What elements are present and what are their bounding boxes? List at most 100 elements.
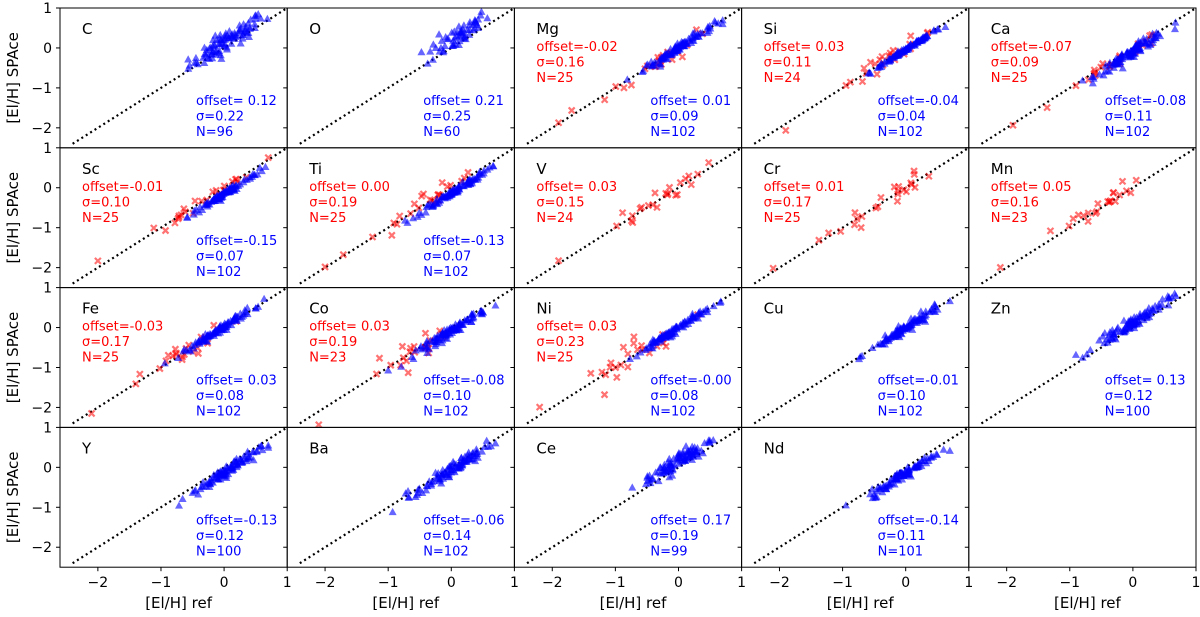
blue-triangle-point: [437, 479, 446, 487]
blue-triangle-point: [205, 44, 214, 52]
one-to-one-line: [72, 287, 288, 425]
x-axis-title: [El/H] ref: [145, 594, 213, 612]
blue-triangle-point: [452, 28, 461, 36]
panel-ca: Ca offset=-0.07σ=0.09N=25 offset=-0.08σ=0.…: [964, 7, 1197, 149]
panel-data: [526, 287, 742, 425]
red-cross-point: [618, 208, 627, 217]
red-cross-point: [636, 204, 644, 213]
red-stat-text: N=25: [991, 71, 1028, 86]
blue-triangle-point: [459, 181, 468, 189]
blue-triangle-point: [404, 493, 413, 501]
blue-stat-text: σ=0.19: [650, 529, 698, 544]
red-cross-point: [321, 263, 329, 271]
blue-triangle-point: [1099, 71, 1108, 79]
blue-triangle-point: [675, 453, 684, 461]
blue-triangle-point: [478, 170, 487, 178]
blue-triangle-point: [841, 501, 850, 509]
one-to-one-line: [299, 147, 515, 285]
red-cross-point: [782, 126, 790, 135]
one-to-one-line: [72, 8, 288, 145]
blue-triangle-point: [160, 359, 169, 367]
red-cross-point: [665, 183, 674, 192]
one-to-one-line: [980, 147, 1196, 285]
red-cross-point: [156, 364, 164, 373]
blue-triangle-point: [411, 346, 420, 354]
panel-ce: Ce offset= 0.17σ=0.19N=99 −2 −1 0 1 [El/H] ref: [510, 426, 746, 612]
blue-triangle-point: [856, 352, 865, 360]
y-tick-label: 0: [43, 460, 52, 476]
x-axis-title: [El/H] ref: [827, 594, 895, 612]
blue-triangle-point: [703, 304, 712, 312]
y-tick-label: 1: [43, 141, 52, 157]
blue-triangle-point: [929, 27, 938, 35]
red-cross-point: [996, 263, 1005, 272]
red-cross-point: [900, 185, 908, 194]
red-cross-point: [907, 180, 916, 189]
x-axis-title: [El/H] ref: [372, 594, 440, 612]
red-stat-text: N=25: [82, 211, 119, 226]
red-cross-point: [388, 231, 396, 240]
blue-triangle-point: [228, 30, 237, 38]
blue-triangle-point: [1140, 37, 1149, 45]
blue-triangle-point: [186, 347, 195, 355]
red-stat-text: N=25: [536, 71, 573, 86]
blue-triangle-point: [709, 301, 718, 310]
blue-triangle-point: [1115, 59, 1124, 67]
red-stat-text: σ=0.19: [309, 195, 357, 210]
red-cross-point: [386, 361, 395, 369]
red-stat-text: offset= 0.03: [309, 320, 390, 335]
blue-stat-text: N=102: [650, 125, 695, 140]
y-tick-label: 0: [43, 181, 52, 197]
blue-triangle-point: [234, 181, 243, 189]
blue-triangle-point: [232, 459, 241, 467]
blue-stat-text: N=102: [878, 125, 923, 140]
red-stat-text: σ=0.17: [764, 195, 812, 210]
blue-triangle-point: [460, 32, 469, 40]
red-cross-point: [769, 264, 777, 273]
blue-triangle-point: [1171, 18, 1180, 26]
blue-stat-text: offset=-0.01: [878, 374, 959, 389]
blue-triangle-point: [932, 449, 941, 458]
red-stat-text: offset= 0.03: [536, 180, 617, 195]
red-cross-point: [161, 226, 170, 235]
panel-co: Co offset= 0.03σ=0.19N=23 offset=-0.08σ=0.…: [283, 287, 515, 428]
blue-stat-text: N=102: [423, 544, 468, 559]
blue-triangle-point: [479, 166, 488, 174]
blue-stat-text: σ=0.12: [196, 529, 244, 544]
blue-triangle-point: [1143, 307, 1152, 315]
red-cross-point: [815, 236, 823, 244]
blue-triangle-point: [252, 446, 261, 454]
blue-triangle-point: [1086, 345, 1095, 354]
one-to-one-line: [526, 427, 742, 565]
y-tick-label: −2: [31, 261, 52, 277]
red-stat-text: N=24: [536, 211, 573, 226]
one-to-one-line: [526, 287, 742, 425]
blue-triangle-point: [244, 32, 253, 40]
panel-data: [299, 287, 515, 428]
panel-data: [753, 287, 969, 425]
x-tick-label: −1: [605, 575, 626, 591]
blue-triangle-point: [209, 35, 218, 44]
one-to-one-line: [753, 147, 969, 285]
red-cross-point: [598, 368, 606, 376]
blue-triangle-point: [465, 30, 474, 38]
blue-stat-text: σ=0.10: [423, 389, 471, 404]
blue-triangle-point: [1170, 24, 1179, 33]
blue-stat-text: σ=0.07: [423, 249, 471, 264]
blue-triangle-point: [221, 40, 230, 49]
element-label: Fe: [82, 300, 99, 318]
red-stat-text: offset=-0.02: [536, 40, 617, 55]
blue-triangle-point: [222, 45, 231, 53]
blue-stat-text: N=102: [423, 405, 468, 420]
red-cross-point: [1094, 199, 1102, 208]
blue-triangle-point: [203, 333, 212, 341]
blue-triangle-point: [657, 332, 666, 340]
blue-triangle-point: [705, 21, 714, 30]
red-cross-point: [171, 345, 180, 353]
blue-stat-text: N=102: [196, 405, 241, 420]
blue-triangle-point: [426, 47, 435, 55]
blue-triangle-point: [417, 48, 426, 56]
red-cross-point: [611, 82, 620, 91]
blue-triangle-point: [191, 340, 200, 348]
